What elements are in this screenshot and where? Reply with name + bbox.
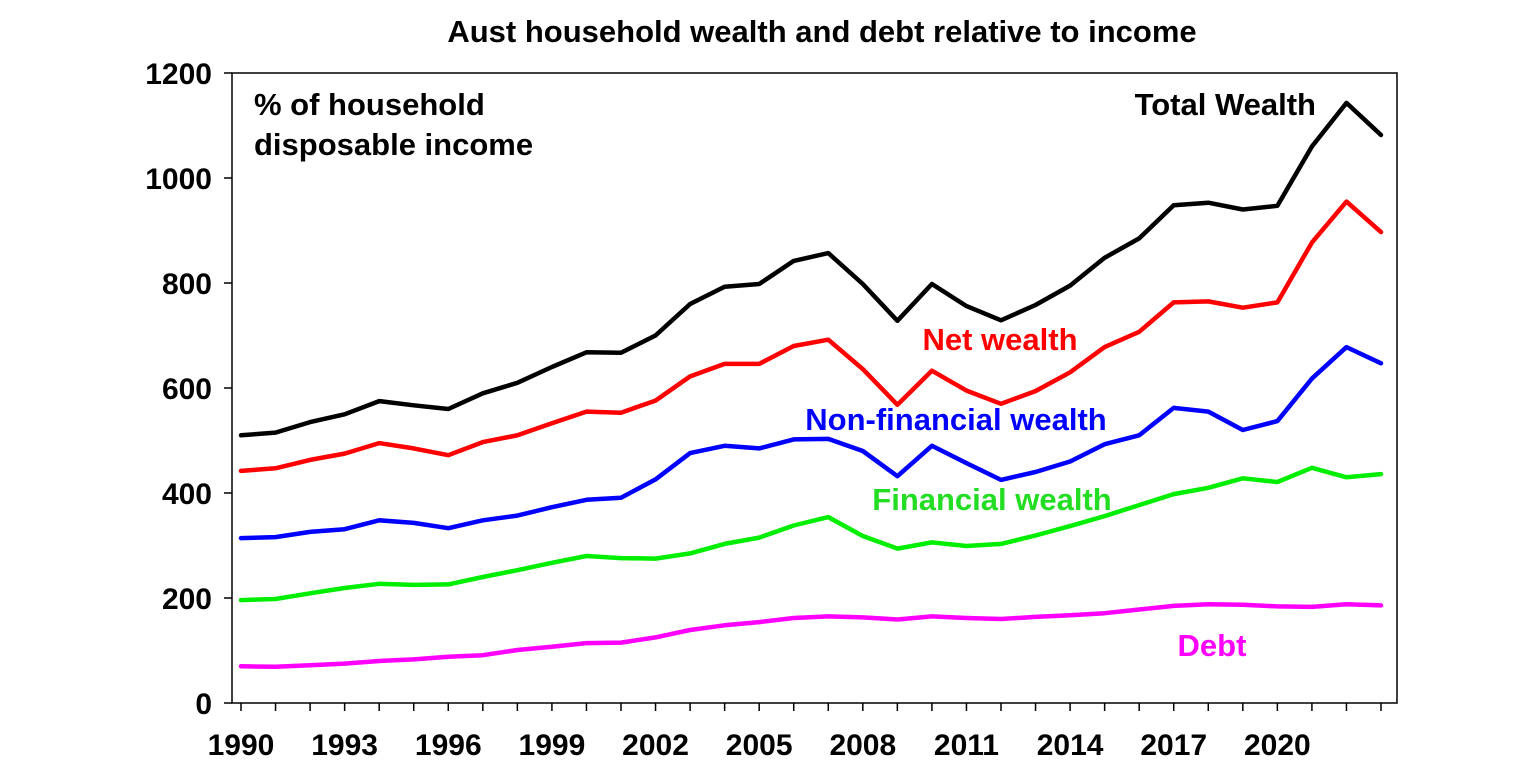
y-tick-label: 200 [162, 583, 212, 616]
x-tick-label: 2014 [1037, 729, 1104, 762]
series-label-net-wealth: Net wealth [922, 322, 1077, 357]
series-line-debt [238, 602, 1384, 670]
chart-title: Aust household wealth and debt relative … [447, 14, 1196, 49]
x-tick-label: 2017 [1140, 729, 1207, 762]
series-line-financial-wealth [238, 465, 1384, 603]
series-lines [238, 100, 1384, 670]
y-tick-label: 1000 [145, 163, 212, 196]
series-label-financial-wealth: Financial wealth [872, 482, 1111, 517]
x-tick-label: 2008 [829, 729, 896, 762]
series-line-total-wealth [238, 100, 1384, 438]
y-axis-label-line: disposable income [254, 127, 533, 162]
y-tick-label: 1200 [145, 58, 212, 91]
series-line-net-wealth [238, 199, 1384, 474]
x-tick-label: 2002 [622, 729, 689, 762]
y-tick-label: 400 [162, 478, 212, 511]
x-tick-label: 1996 [415, 729, 482, 762]
x-axis: 1990 1993 1996 1999 2002 2005 2008 2011 2014 2017… [208, 703, 1382, 762]
x-tick-label: 2020 [1244, 729, 1311, 762]
x-tick-label: 1990 [208, 729, 275, 762]
series-label-total-wealth: Total Wealth [1135, 87, 1316, 122]
y-axis: 0 200 400 600 800 1000 1200 [145, 58, 232, 721]
series-line-non-financial-wealth [238, 344, 1384, 541]
y-tick-label: 600 [162, 373, 212, 406]
y-axis-label: % of household disposable income [254, 87, 533, 162]
series-label-non-financial-wealth: Non-financial wealth [805, 402, 1106, 437]
series-labels: Total Wealth Net wealth Non-financial weal… [805, 87, 1316, 663]
x-tick-label: 1999 [519, 729, 586, 762]
x-tick-label: 2011 [934, 729, 999, 762]
x-tick-label: 2005 [726, 729, 793, 762]
x-tick-label: 1993 [311, 729, 378, 762]
plot-area [231, 72, 1398, 704]
series-label-debt: Debt [1178, 628, 1247, 663]
y-tick-label: 800 [162, 268, 212, 301]
y-tick-label: 0 [195, 688, 212, 721]
y-axis-label-line: % of household [254, 87, 485, 122]
